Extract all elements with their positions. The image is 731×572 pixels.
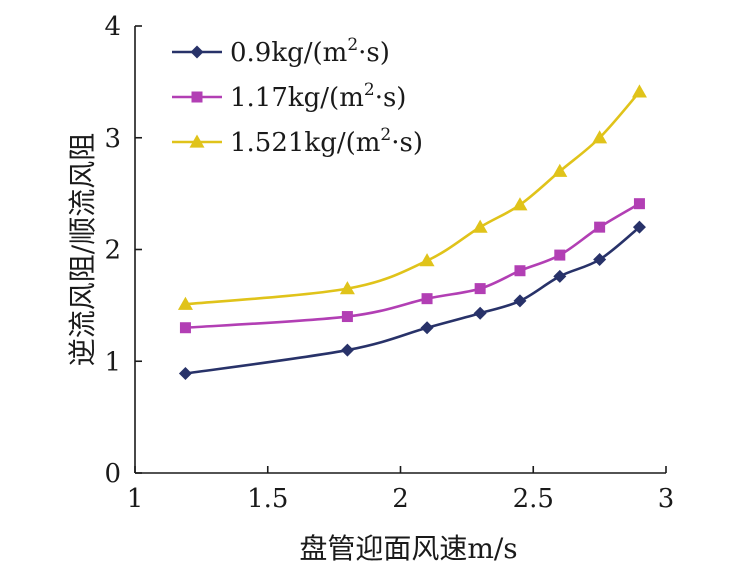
x-tick-label: 1 bbox=[127, 484, 144, 514]
data-point bbox=[341, 311, 353, 323]
legend-label-superscript: 2 bbox=[364, 80, 375, 100]
series-1 bbox=[178, 220, 646, 381]
y-tick-label: 1 bbox=[104, 347, 121, 377]
legend-label-base: 1.17kg/(m bbox=[230, 83, 364, 113]
data-point bbox=[631, 84, 647, 98]
x-tick-label: 3 bbox=[658, 484, 675, 514]
data-point bbox=[179, 322, 191, 334]
data-point bbox=[178, 367, 192, 381]
y-tick-label: 2 bbox=[104, 236, 121, 266]
legend-label: 1.521kg/(m2·s) bbox=[230, 125, 423, 158]
data-point bbox=[553, 269, 567, 283]
data-point bbox=[513, 294, 527, 308]
x-tick-label: 2.5 bbox=[513, 484, 554, 514]
data-point bbox=[592, 130, 608, 144]
data-point bbox=[514, 265, 526, 277]
legend-label-superscript: 2 bbox=[380, 125, 391, 145]
series-3 bbox=[177, 84, 647, 310]
data-point bbox=[472, 219, 488, 233]
series-line bbox=[185, 202, 641, 330]
data-point bbox=[474, 283, 486, 295]
data-point bbox=[594, 221, 606, 233]
data-point bbox=[632, 220, 646, 234]
legend-marker bbox=[190, 45, 204, 59]
x-tick-label: 2 bbox=[392, 484, 409, 514]
data-point bbox=[339, 281, 355, 295]
legend-item: 1.521kg/(m2·s) bbox=[172, 125, 423, 158]
data-point bbox=[419, 253, 435, 267]
data-point bbox=[633, 198, 645, 210]
data-point bbox=[421, 293, 433, 305]
data-point bbox=[593, 253, 607, 267]
legend-label: 1.17kg/(m2·s) bbox=[230, 80, 406, 113]
legend-label-base: 0.9kg/(m bbox=[230, 38, 347, 68]
x-axis-label: 盘管迎面风速m/s bbox=[299, 532, 517, 565]
legend-label-tail: ·s) bbox=[391, 128, 423, 158]
legend-marker bbox=[191, 91, 203, 103]
y-tick-label: 4 bbox=[104, 12, 121, 42]
legend: 0.9kg/(m2·s)1.17kg/(m2·s)1.521kg/(m2·s) bbox=[172, 35, 423, 158]
data-point bbox=[554, 249, 566, 261]
data-point bbox=[512, 197, 528, 211]
series-2 bbox=[179, 198, 645, 334]
data-point bbox=[420, 321, 434, 335]
legend-label-tail: ·s) bbox=[358, 38, 390, 68]
data-point bbox=[177, 296, 193, 310]
legend-item: 0.9kg/(m2·s) bbox=[172, 35, 390, 68]
legend-label-tail: ·s) bbox=[375, 83, 407, 113]
y-tick-label: 3 bbox=[104, 124, 121, 154]
x-tick-label: 1.5 bbox=[247, 484, 288, 514]
series-layer bbox=[177, 84, 647, 381]
data-point bbox=[473, 306, 487, 320]
y-axis-label: 逆流风阻/顺流风阻 bbox=[66, 133, 99, 366]
legend-item: 1.17kg/(m2·s) bbox=[172, 80, 406, 113]
data-point bbox=[340, 343, 354, 357]
legend-label-superscript: 2 bbox=[347, 35, 358, 55]
data-point bbox=[552, 163, 568, 177]
legend-label-base: 1.521kg/(m bbox=[230, 128, 380, 158]
y-tick-label: 0 bbox=[104, 459, 121, 489]
legend-label: 0.9kg/(m2·s) bbox=[230, 35, 390, 68]
legend-marker bbox=[189, 134, 205, 148]
